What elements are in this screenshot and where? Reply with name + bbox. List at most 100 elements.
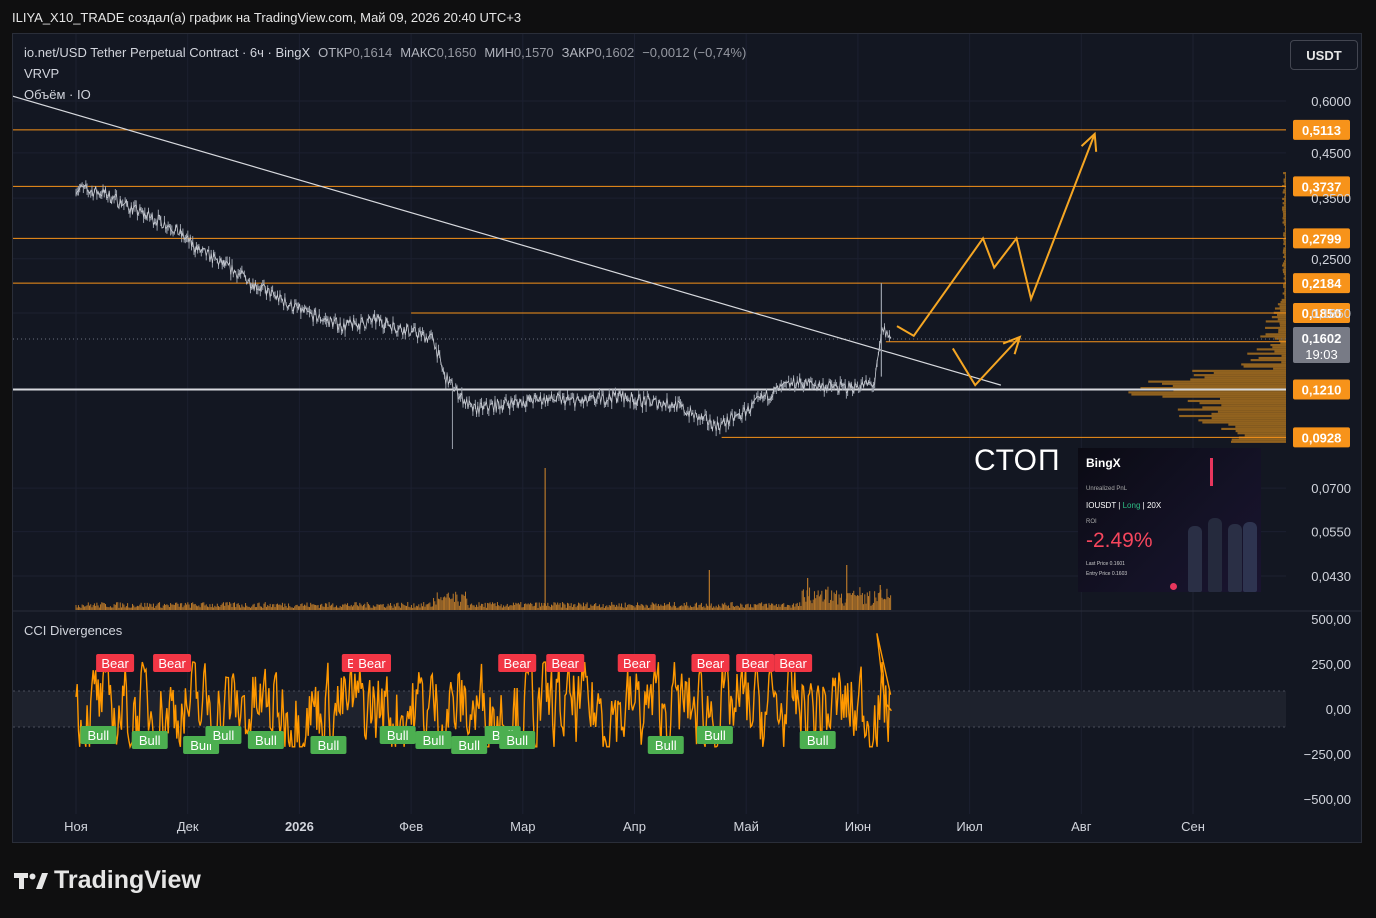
bull-label-box [696,726,733,744]
chart-frame[interactable]: BearBearBearBearBearBearBearBearBearBear… [12,33,1362,843]
volume-bars [75,468,892,610]
vrvp-bin [1284,225,1286,228]
vrvp-bin [1282,249,1286,252]
vrvp-bin [1283,223,1286,226]
vrvp-bin [1243,365,1286,368]
chart-canvas[interactable]: BearBearBearBearBearBearBearBearBearBear… [13,34,1362,843]
bingx-logo: BingX [1086,456,1121,470]
vrvp-bin [1284,253,1286,256]
vrvp-bin [1204,376,1286,379]
price-tick-label: 0,0700 [1311,481,1351,496]
vrvp-bin [1283,189,1286,192]
vrvp-bin [1284,258,1286,261]
vrvp-bin [1265,320,1286,323]
vrvp-profile [1128,172,1286,443]
vrvp-bin [1283,266,1286,269]
price-tick-label: 0,0550 [1311,525,1351,540]
vrvp-bin [1271,316,1286,319]
vrvp-bin [1284,294,1286,297]
vrvp-bin [1283,178,1286,181]
vrvp-bin [1284,296,1286,299]
bear-label-box [546,654,585,672]
cci-legend[interactable]: CCI Divergences [24,623,123,638]
roi-value: -2.49% [1086,529,1153,552]
close-label: ЗАКР [561,45,595,60]
position-leverage: 20X [1146,501,1162,510]
bear-label-box [498,654,537,672]
price-tick-label: 0,2500 [1311,252,1351,267]
bear-label-box [353,654,392,672]
level-price-tag [1293,119,1350,140]
descending-trendline [13,95,1002,386]
vrvp-bin [1244,434,1286,437]
vrvp-bin [1199,402,1286,405]
vrvp-bin [1283,255,1286,259]
vrvp-bin [1282,251,1286,254]
volume-legend[interactable]: Объём · IO [24,87,91,102]
close-value: 0,1602 [594,45,635,60]
currency-button[interactable]: USDT [1290,40,1358,70]
vrvp-bin [1284,193,1286,196]
symbol-legend[interactable]: io.net/USD Tether Perpetual Contract · 6… [24,45,746,60]
vrvp-bin [1284,279,1286,282]
tradingview-logo[interactable]: TradingView [14,866,201,895]
last-price: Last Price 0.1601 [1086,561,1125,567]
bull-label-box [499,731,536,749]
forecast-path [951,336,1021,387]
level-price-tag [1293,176,1350,197]
vrvp-bin [1284,227,1286,231]
vrvp-bin [1274,307,1286,310]
low-label: МИН [484,45,514,60]
vrvp-bin [1221,427,1286,430]
vrvp-bin [1228,423,1286,426]
chart-attribution: ILIYA_X10_TRADE создал(а) график на Trad… [12,10,522,25]
bar-countdown-label: 19:03 [1305,347,1338,362]
bull-label: Bull [87,728,109,743]
price-series [75,180,892,450]
vrvp-bin [1283,180,1286,183]
bull-label: Bull [704,728,726,743]
vrvp-bin [1235,429,1286,433]
trendline [13,95,1002,386]
vrvp-bin [1211,417,1286,420]
time-tick-label: Мар [510,819,535,834]
vrvp-bin [1284,290,1286,293]
level-price-tag [1293,379,1350,400]
bear-label: Bear [741,656,769,671]
cci-tick-label: 500,00 [1311,612,1351,627]
player-figure [1228,524,1242,592]
vrvp-bin [1190,378,1286,381]
vrvp-bin [1162,395,1286,398]
vrvp-bin [1270,344,1286,347]
tradingview-wordmark: TradingView [54,866,201,894]
vrvp-legend[interactable]: VRVP [24,66,60,81]
vrvp-bin [1202,406,1286,409]
vrvp-bin [1231,438,1286,441]
vrvp-bin [1282,217,1286,220]
vrvp-bin [1282,262,1286,265]
vrvp-bin [1284,288,1286,291]
bull-label: Bull [807,733,829,748]
horizontal-levels [13,129,1286,438]
vrvp-bin [1265,326,1286,329]
open-value: 0,1614 [352,45,393,60]
grid [13,34,1361,814]
bear-label: Bear [358,656,386,671]
vrvp-bin [1283,234,1286,237]
vrvp-bin [1283,215,1286,218]
vrvp-bin [1283,277,1286,280]
vrvp-bin [1284,195,1286,198]
time-tick-label: Дек [177,819,199,834]
cci-pane: BearBearBearBearBearBearBearBearBearBear… [13,633,1286,754]
vrvp-bin [1202,421,1286,424]
unrealized-label: Unrealized PnL [1086,486,1128,492]
vrvp-bin [1179,414,1286,418]
symbol-title: io.net/USD Tether Perpetual Contract · 6… [24,45,311,60]
tradingview-logo-icon [14,872,48,889]
bull-label: Bull [139,733,161,748]
vrvp-bin [1283,204,1286,207]
vrvp-bin [1177,408,1286,411]
vrvp-bin [1284,236,1286,239]
forecast-path [896,133,1096,338]
bull-label: Bull [255,733,277,748]
